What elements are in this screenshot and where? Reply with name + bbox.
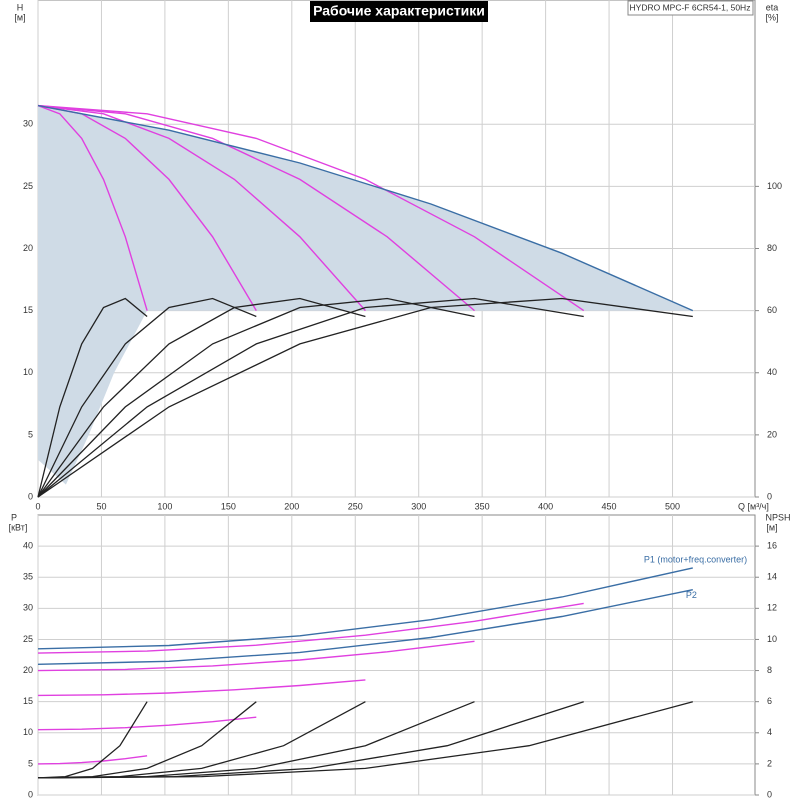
y-tick-label: 5	[28, 429, 33, 439]
curve	[37, 679, 366, 697]
curve	[37, 104, 366, 312]
x-tick-label: 150	[221, 501, 236, 511]
y-tick-label: 25	[23, 634, 33, 644]
curve	[37, 589, 693, 665]
title-box	[310, 1, 488, 22]
y2-tick-label: 40	[767, 367, 777, 377]
curve	[37, 297, 148, 498]
plot-area	[37, 514, 756, 796]
chart-title: Рабочие характеристики	[313, 3, 485, 19]
x-axis-label: Q [м³/ч]	[738, 501, 769, 511]
y2-tick-label: 8	[767, 665, 772, 675]
y-tick-label: 5	[28, 758, 33, 768]
curve	[37, 602, 584, 654]
y-tick-label: 0	[28, 789, 33, 799]
y2-tick-label: 16	[767, 540, 777, 550]
y-axis-label: [м]	[14, 12, 25, 22]
curve	[37, 104, 148, 311]
series-label: P1 (motor+freq.converter)	[644, 554, 747, 564]
x-tick-label: 450	[602, 501, 617, 511]
y2-axis-label: eta	[766, 2, 779, 12]
x-tick-label: 100	[157, 501, 172, 511]
y-tick-label: 0	[28, 491, 33, 501]
curve	[37, 297, 475, 498]
y-tick-label: 30	[23, 603, 33, 613]
curve	[37, 755, 148, 765]
operating-area	[38, 105, 693, 485]
x-tick-label: 400	[538, 501, 553, 511]
y2-axis-label: [%]	[765, 12, 778, 22]
y2-tick-label: 4	[767, 727, 772, 737]
y-axis-label: H	[17, 2, 24, 12]
y-tick-label: 15	[23, 305, 33, 315]
y-tick-label: 15	[23, 696, 33, 706]
y2-tick-label: 10	[767, 634, 777, 644]
y-tick-label: 20	[23, 243, 33, 253]
y2-tick-label: 0	[767, 789, 772, 799]
annotation: HYDRO MPC-F 6CR54-1, 50Hz	[630, 2, 751, 12]
y2-tick-label: 100	[767, 181, 782, 191]
x-tick-label: 50	[96, 501, 106, 511]
curve	[37, 297, 366, 498]
x-tick-label: 200	[284, 501, 299, 511]
y-tick-label: 30	[23, 119, 33, 129]
y-axis-label: P	[11, 512, 17, 522]
y-tick-label: 25	[23, 181, 33, 191]
y2-tick-label: 80	[767, 243, 777, 253]
y2-tick-label: 60	[767, 305, 777, 315]
curve	[37, 297, 693, 498]
y2-axis-label: NPSH	[765, 512, 790, 522]
x-tick-label: 300	[411, 501, 426, 511]
y-tick-label: 10	[23, 727, 33, 737]
annotation-box	[627, 0, 754, 16]
y2-tick-label: 14	[767, 572, 777, 582]
y-tick-label: 20	[23, 665, 33, 675]
y2-tick-label: 6	[767, 696, 772, 706]
y2-tick-label: 2	[767, 758, 772, 768]
x-tick-label: 0	[35, 501, 40, 511]
curve	[37, 640, 475, 672]
y2-axis-label: [м]	[766, 522, 777, 532]
y2-tick-label: 20	[767, 429, 777, 439]
y2-tick-label: 12	[767, 603, 777, 613]
curve	[37, 297, 257, 498]
y-tick-label: 35	[23, 572, 33, 582]
x-tick-label: 350	[475, 501, 490, 511]
curve	[37, 716, 257, 731]
y-axis-label: [кВт]	[9, 522, 28, 532]
y-tick-label: 10	[23, 367, 33, 377]
x-tick-label: 250	[348, 501, 363, 511]
curve	[37, 567, 693, 650]
y2-tick-label: 0	[767, 491, 772, 501]
x-tick-label: 500	[665, 501, 680, 511]
curve	[37, 104, 694, 312]
y-tick-label: 40	[23, 540, 33, 550]
series-label: P2	[686, 590, 697, 600]
curve	[37, 104, 475, 312]
curve	[37, 104, 585, 312]
curve	[37, 701, 693, 779]
curve	[37, 297, 584, 498]
